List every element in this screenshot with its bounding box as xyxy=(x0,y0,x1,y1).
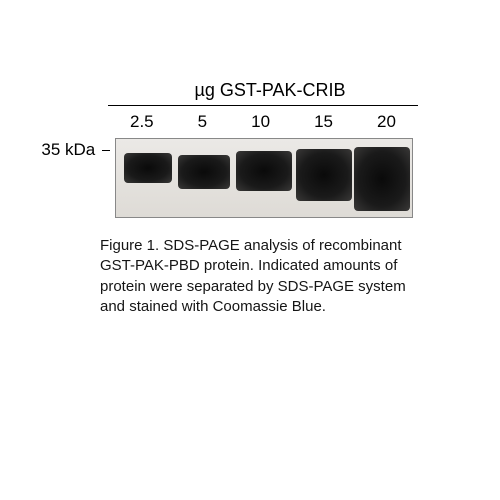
lane-label: 2.5 xyxy=(130,112,154,132)
gel-band xyxy=(354,147,410,211)
gel-row: 35 kDa xyxy=(40,138,460,218)
caption-line: GST-PAK-PBD protein. Indicated amounts o… xyxy=(100,257,397,274)
gel-band xyxy=(236,151,292,191)
lane-label: 5 xyxy=(198,112,207,132)
caption-line: and stained with Coomassie Blue. xyxy=(100,298,326,315)
mw-marker-text: 35 kDa xyxy=(41,140,95,159)
figure-caption: Figure 1. SDS-PAGE analysis of recombina… xyxy=(100,236,420,317)
title-rule xyxy=(108,105,418,106)
figure-title: µg GST-PAK-CRIB xyxy=(80,80,460,101)
lane-label: 15 xyxy=(314,112,333,132)
gel-band xyxy=(124,153,172,183)
mw-marker-label: 35 kDa xyxy=(40,140,115,160)
mw-marker-tick xyxy=(102,150,110,151)
gel-figure: µg GST-PAK-CRIB 2.5 5 10 15 20 35 kDa Fi… xyxy=(40,80,460,317)
gel-band xyxy=(296,149,352,201)
caption-line: protein were separated by SDS-PAGE syste… xyxy=(100,278,406,295)
gel-band xyxy=(178,155,230,189)
gel-image xyxy=(115,138,413,218)
lane-labels-row: 2.5 5 10 15 20 xyxy=(108,112,418,132)
lane-label: 20 xyxy=(377,112,396,132)
lane-label: 10 xyxy=(251,112,270,132)
caption-line: Figure 1. SDS-PAGE analysis of recombina… xyxy=(100,237,402,254)
